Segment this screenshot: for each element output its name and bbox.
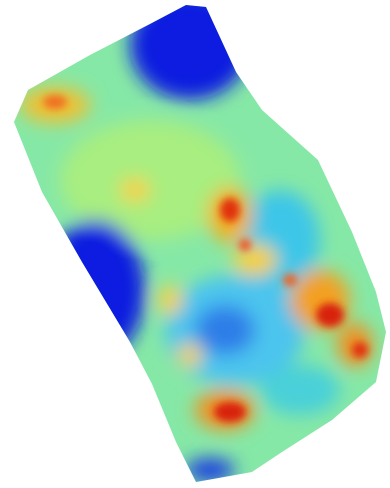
heatmap-field bbox=[0, 0, 390, 488]
warm-zone bbox=[233, 244, 277, 276]
hot-spot bbox=[43, 95, 67, 109]
cyan-zone bbox=[260, 365, 340, 415]
hot-spot bbox=[239, 239, 251, 251]
page bbox=[0, 0, 390, 488]
hot-spot bbox=[214, 402, 246, 422]
hot-spot bbox=[283, 274, 297, 286]
deep-blue-zone bbox=[45, 220, 145, 360]
hot-spot bbox=[220, 198, 240, 222]
warm-zone bbox=[120, 178, 150, 202]
hot-spot bbox=[352, 342, 368, 358]
blue-zone bbox=[195, 305, 255, 355]
hot-spot bbox=[316, 303, 344, 327]
heatmap-image bbox=[0, 0, 390, 488]
warm-zone bbox=[178, 343, 202, 367]
blue-zone bbox=[185, 458, 235, 482]
warm-zone bbox=[158, 285, 182, 315]
